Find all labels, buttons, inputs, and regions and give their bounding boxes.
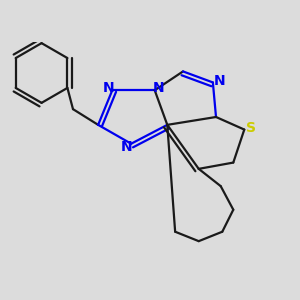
Text: N: N [121,140,132,154]
Text: N: N [153,81,164,95]
Text: S: S [246,121,256,135]
Text: N: N [103,81,114,95]
Text: N: N [213,74,225,88]
